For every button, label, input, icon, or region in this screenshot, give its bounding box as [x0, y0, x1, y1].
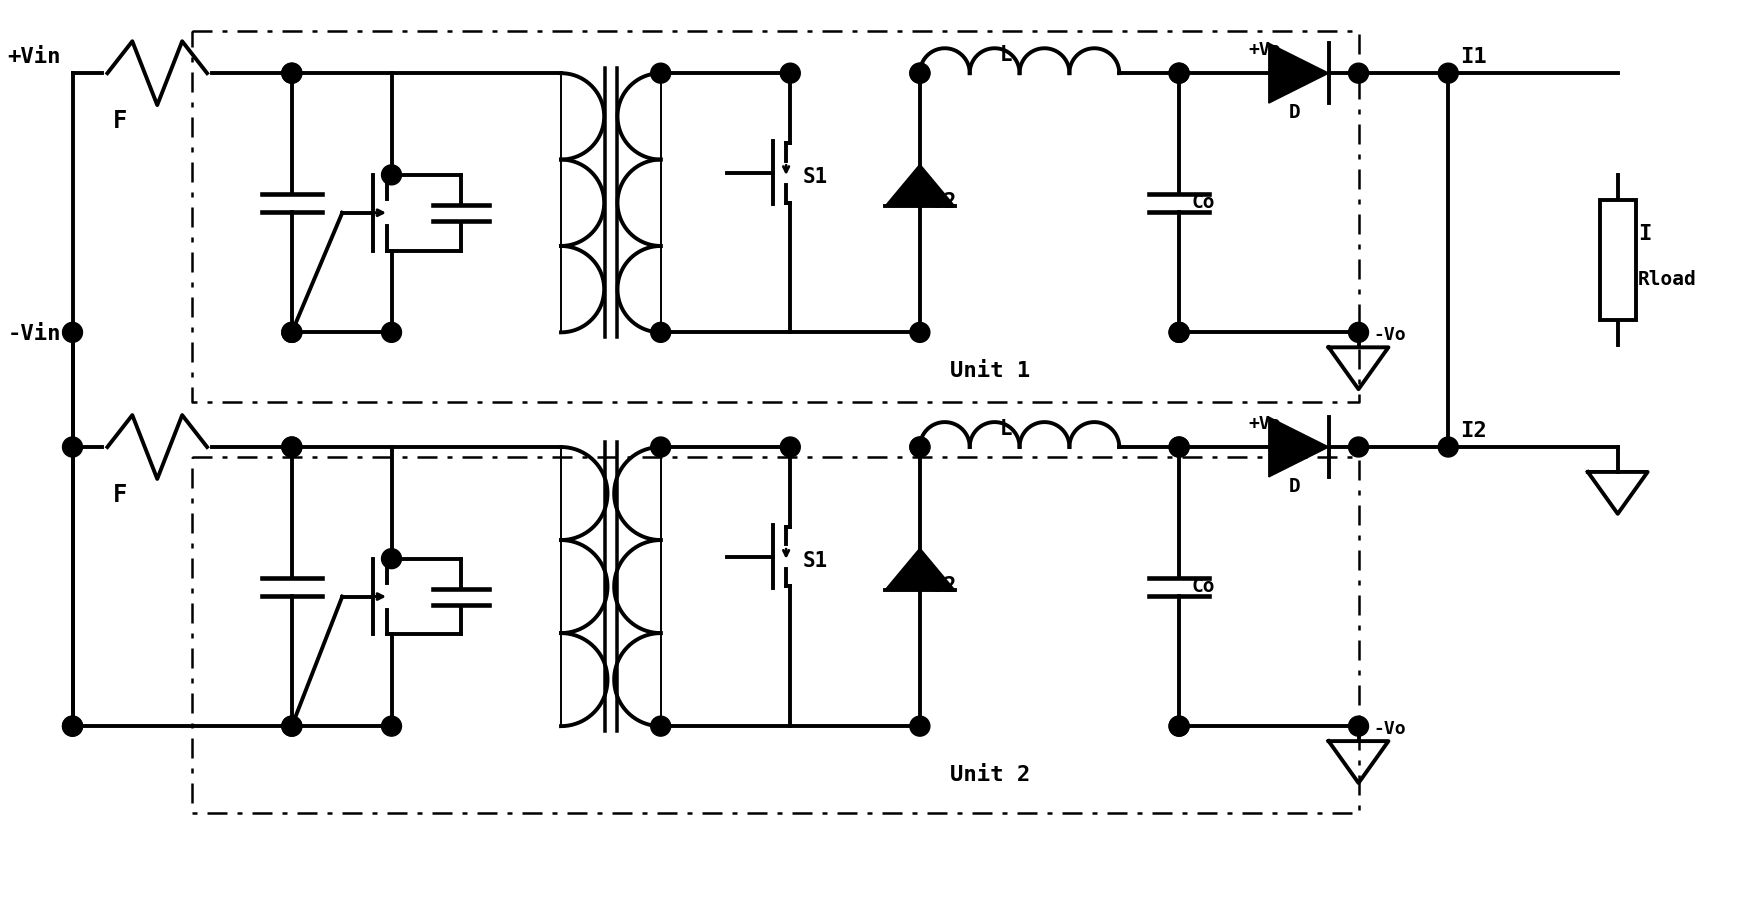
Circle shape	[282, 437, 302, 457]
Circle shape	[1348, 63, 1367, 83]
Text: I: I	[1637, 225, 1649, 244]
Circle shape	[282, 63, 302, 83]
Circle shape	[381, 165, 400, 185]
Circle shape	[1168, 63, 1189, 83]
Circle shape	[910, 716, 930, 736]
Circle shape	[1168, 322, 1189, 343]
Text: -Vo: -Vo	[1372, 327, 1406, 345]
Text: +Vin: +Vin	[7, 47, 62, 67]
Polygon shape	[1268, 417, 1328, 477]
Text: Rload: Rload	[1637, 270, 1695, 289]
Circle shape	[910, 322, 930, 343]
Text: D: D	[1288, 477, 1300, 496]
Circle shape	[780, 63, 799, 83]
Circle shape	[651, 716, 670, 736]
Text: +Vo: +Vo	[1249, 41, 1281, 60]
Circle shape	[780, 437, 799, 457]
Text: -Vin: -Vin	[7, 325, 62, 345]
Text: -Vo: -Vo	[1372, 720, 1406, 738]
Circle shape	[1168, 63, 1189, 83]
Circle shape	[1438, 63, 1457, 83]
Text: F: F	[113, 483, 127, 507]
Circle shape	[282, 437, 302, 457]
Circle shape	[62, 716, 83, 736]
Circle shape	[651, 63, 670, 83]
Circle shape	[282, 716, 302, 736]
Text: I1: I1	[1459, 47, 1485, 67]
Text: L: L	[998, 45, 1013, 65]
Circle shape	[910, 63, 930, 83]
Circle shape	[910, 437, 930, 457]
Circle shape	[1168, 322, 1189, 343]
Circle shape	[1348, 322, 1367, 343]
Polygon shape	[884, 164, 954, 207]
Text: Unit 2: Unit 2	[949, 765, 1030, 785]
Text: Unit 1: Unit 1	[949, 361, 1030, 382]
Text: Co: Co	[1191, 576, 1214, 595]
Circle shape	[282, 322, 302, 343]
Circle shape	[62, 437, 83, 457]
Circle shape	[282, 63, 302, 83]
Circle shape	[1168, 437, 1189, 457]
Circle shape	[381, 548, 400, 568]
Text: S2: S2	[931, 575, 956, 595]
Circle shape	[282, 322, 302, 343]
Circle shape	[62, 716, 83, 736]
Circle shape	[62, 322, 83, 343]
Text: F: F	[113, 109, 127, 133]
Text: S2: S2	[931, 192, 956, 212]
Text: S1: S1	[803, 550, 827, 571]
Circle shape	[1348, 437, 1367, 457]
Text: +Vo: +Vo	[1249, 415, 1281, 433]
Circle shape	[910, 63, 930, 83]
Polygon shape	[884, 548, 954, 590]
Circle shape	[1438, 437, 1457, 457]
Text: L: L	[998, 419, 1013, 439]
Text: D: D	[1288, 103, 1300, 122]
FancyBboxPatch shape	[1598, 200, 1635, 320]
Circle shape	[1168, 716, 1189, 736]
Circle shape	[1168, 716, 1189, 736]
Circle shape	[651, 322, 670, 343]
Circle shape	[381, 716, 400, 736]
Circle shape	[910, 437, 930, 457]
Polygon shape	[1268, 43, 1328, 103]
Circle shape	[282, 716, 302, 736]
Circle shape	[381, 322, 400, 343]
Text: I2: I2	[1459, 421, 1485, 441]
Circle shape	[1168, 437, 1189, 457]
Circle shape	[651, 437, 670, 457]
Circle shape	[1348, 716, 1367, 736]
Text: Co: Co	[1191, 193, 1214, 212]
Text: S1: S1	[803, 167, 827, 187]
